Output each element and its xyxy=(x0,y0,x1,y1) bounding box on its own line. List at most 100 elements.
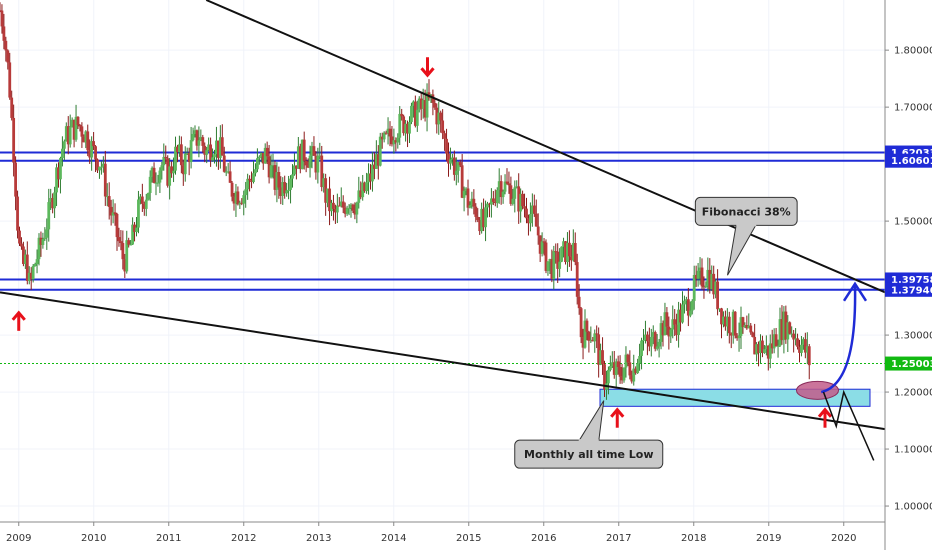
candle-body xyxy=(296,146,300,169)
candle-body xyxy=(562,241,565,247)
time-tick-label: 2013 xyxy=(306,533,331,544)
candle-body xyxy=(295,165,298,169)
candle-body xyxy=(511,198,515,204)
candle-body xyxy=(390,136,394,145)
candle-body xyxy=(68,126,72,145)
candle-body xyxy=(419,98,423,109)
candle-body xyxy=(692,274,696,301)
projection-up-arrowhead xyxy=(842,281,868,302)
candle-body xyxy=(509,185,513,204)
candle-body xyxy=(630,375,634,382)
candle-body xyxy=(140,196,144,204)
candle-body xyxy=(807,346,811,366)
candle-body xyxy=(425,92,429,118)
candle-body xyxy=(558,261,562,269)
candle-body xyxy=(61,148,64,159)
candle-body xyxy=(759,340,762,354)
candle-body xyxy=(316,156,320,173)
candle-body xyxy=(622,367,626,381)
candle-body xyxy=(187,153,191,163)
candle-body xyxy=(764,345,768,350)
projection-up-curve xyxy=(820,285,857,394)
candle-body xyxy=(560,246,563,262)
candle-body xyxy=(413,101,417,126)
candle-body xyxy=(293,165,296,175)
candle-body xyxy=(252,173,255,183)
candle-body xyxy=(614,361,618,375)
candle-body xyxy=(148,176,152,193)
candle-body xyxy=(675,324,679,335)
candle-body xyxy=(35,259,39,265)
candle-body xyxy=(33,264,37,266)
candle-body xyxy=(532,205,536,214)
candle-body xyxy=(123,259,127,272)
candle-body xyxy=(587,331,591,341)
gridlines xyxy=(0,0,885,522)
candle-body xyxy=(353,210,357,215)
candle-body xyxy=(778,319,782,346)
price-badge-label: 1.62033 xyxy=(891,148,932,159)
candle-body xyxy=(172,170,175,174)
candle-body xyxy=(320,155,324,188)
candle-body xyxy=(712,273,716,295)
candle-body xyxy=(345,208,349,214)
time-tick-label: 2020 xyxy=(831,533,856,544)
candle-body xyxy=(464,188,468,191)
candle-body xyxy=(663,312,667,336)
candle-body xyxy=(135,227,138,233)
candle-body xyxy=(16,196,19,231)
candle-body xyxy=(753,336,757,355)
price-tick-label: 1.00000 xyxy=(894,502,932,513)
time-axis-labels: 2009 2010 2011 2012 2013 2014 2015 2016 2017 2018… xyxy=(6,522,856,544)
candle-body xyxy=(447,153,450,164)
candle-body xyxy=(326,188,329,203)
candle-body xyxy=(125,240,129,272)
candle-body xyxy=(688,310,692,316)
candle-body xyxy=(285,190,289,194)
candle-body xyxy=(23,254,27,264)
candle-body xyxy=(583,320,587,348)
candle-body xyxy=(298,146,302,170)
candle-body xyxy=(540,241,544,254)
candle-body xyxy=(718,308,721,310)
candle-body xyxy=(480,208,484,232)
candle-body xyxy=(300,139,304,170)
candle-body xyxy=(365,182,368,192)
candle-body xyxy=(608,366,612,370)
candle-body xyxy=(515,186,519,188)
candle-body xyxy=(361,182,365,198)
candle-body xyxy=(158,170,162,183)
price-tick-label: 1.10000 xyxy=(894,445,932,456)
candle-body xyxy=(267,156,271,178)
candle-body xyxy=(341,201,345,208)
candle-body xyxy=(628,362,632,376)
candle-body xyxy=(72,119,76,140)
candle-body xyxy=(55,167,58,193)
candle-body xyxy=(415,109,419,126)
candle-body xyxy=(304,160,308,166)
candle-body xyxy=(178,144,181,153)
arrow-down-icon xyxy=(420,57,435,78)
arrow-head xyxy=(610,407,625,418)
candle-body xyxy=(150,167,154,177)
time-tick-label: 2012 xyxy=(231,533,256,544)
candle-body xyxy=(495,190,499,204)
candle-body xyxy=(183,153,187,175)
candle-body xyxy=(211,157,214,161)
candle-body xyxy=(103,163,107,197)
candle-body xyxy=(523,206,526,209)
candle-body xyxy=(642,339,645,341)
candle-body xyxy=(359,190,363,198)
candle-body xyxy=(408,122,411,134)
candle-body xyxy=(404,123,407,134)
price-tick-label: 1.80000 xyxy=(894,46,932,57)
candle-body xyxy=(653,332,657,349)
candle-body xyxy=(786,322,790,340)
arrow-up-icon xyxy=(610,407,625,428)
candle-body xyxy=(575,262,579,297)
candle-body xyxy=(137,199,140,228)
time-tick-label: 2018 xyxy=(681,533,706,544)
candle-body xyxy=(449,159,452,164)
candle-body xyxy=(70,119,74,127)
annotations: Fibonacci 38% Monthly all time Low xyxy=(11,57,875,469)
